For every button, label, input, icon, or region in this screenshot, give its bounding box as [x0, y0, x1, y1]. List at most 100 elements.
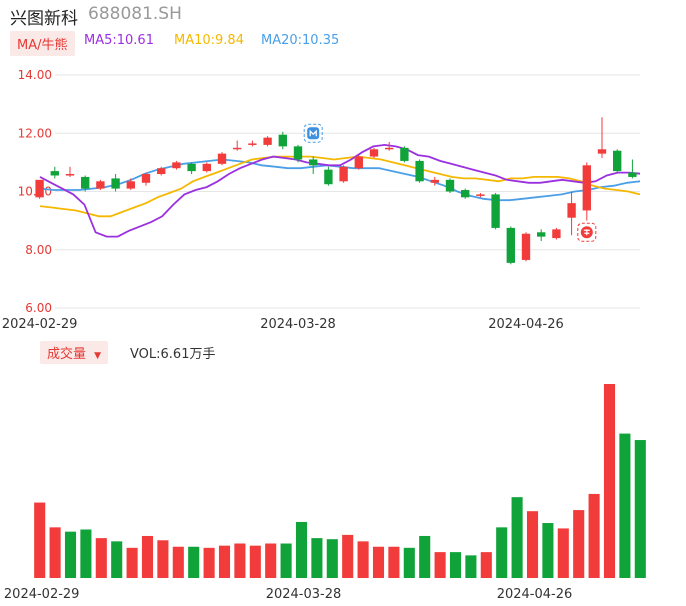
volume-bar — [603, 384, 616, 578]
candle-body — [278, 134, 287, 147]
candle-body — [369, 149, 379, 157]
candle-body — [35, 179, 44, 198]
ma5-line — [39, 143, 641, 238]
volume-bar — [388, 546, 400, 578]
candle-body — [491, 194, 500, 228]
candle-body — [81, 176, 90, 189]
candle-body — [415, 160, 424, 182]
candle-body — [537, 232, 546, 237]
bear-badge-icon — [577, 222, 597, 242]
candle-body — [385, 147, 394, 150]
candle-body — [506, 227, 515, 263]
candle-body — [461, 190, 470, 198]
volume-bar — [496, 527, 508, 578]
volume-bar — [619, 433, 631, 578]
candle-body — [111, 178, 120, 189]
volume-chart[interactable]: 2024-02-29 2024-03-28 2024-04-26 — [0, 360, 686, 606]
volume-bar — [126, 547, 138, 578]
candle-body — [521, 233, 531, 260]
volume-bar — [157, 540, 169, 578]
volume-bar — [372, 546, 385, 578]
volume-bar — [311, 538, 323, 578]
candle-body — [187, 163, 196, 172]
candle-body — [582, 165, 591, 211]
volume-bar — [280, 543, 292, 578]
candle-body — [628, 172, 637, 177]
volume-bar — [111, 541, 123, 578]
candle-body — [445, 179, 455, 192]
y-tick-label: 12.00 — [18, 126, 52, 140]
volume-tag-label: 成交量 — [47, 347, 87, 362]
volume-bar — [188, 546, 200, 578]
volume-bar — [234, 543, 246, 578]
volume-value: VOL:6.61万手 — [130, 347, 216, 362]
volume-bar — [265, 543, 277, 578]
volume-bar — [141, 535, 154, 578]
candle-body — [157, 168, 166, 175]
ma20-label: MA20:10.35 — [261, 33, 340, 48]
volume-bar — [557, 528, 569, 578]
ma10-line — [39, 155, 641, 218]
y-tick-label: 8.00 — [25, 243, 52, 257]
candle-body — [248, 143, 257, 145]
x-tick-label: 2024-04-26 — [497, 587, 573, 602]
candle-body — [309, 159, 318, 166]
candle-body — [202, 163, 211, 172]
stock-name: 兴图新科 — [10, 9, 78, 29]
x-tick-label: 2024-02-29 — [4, 587, 80, 602]
candle-body — [141, 174, 151, 183]
ma10-label: MA10:9.84 — [174, 33, 244, 48]
candle-body — [263, 137, 272, 145]
volume-bar — [249, 545, 261, 578]
volume-bar — [449, 552, 462, 578]
volume-bar — [203, 547, 215, 578]
volume-indicator-tag[interactable]: 成交量 ▼ — [40, 341, 109, 364]
dropdown-arrow-icon: ▼ — [94, 351, 102, 361]
volume-bar — [588, 493, 600, 578]
candle-body — [613, 150, 622, 172]
stock-code: 688081.SH — [88, 4, 182, 24]
candlestick-chart[interactable]: 14.00 12.00 10.00 8.00 6.00 2024-02-29 2024-03… — [0, 60, 686, 390]
volume-bar — [573, 510, 585, 578]
ma-indicator-tag[interactable]: MA/牛熊 — [10, 31, 75, 56]
candle-body — [172, 162, 181, 169]
y-tick-label: 6.00 — [25, 301, 52, 315]
volume-bar — [34, 502, 46, 578]
candle-body — [293, 146, 303, 160]
volume-bar — [526, 511, 539, 578]
bull-badge-icon — [303, 123, 323, 143]
x-tick-label: 2024-02-29 — [2, 317, 78, 332]
candle-body — [324, 169, 333, 185]
candle-body — [339, 166, 348, 182]
candle-body — [430, 179, 439, 183]
volume-bar — [342, 534, 354, 578]
volume-bar — [80, 529, 92, 578]
volume-bar — [465, 555, 477, 578]
candle-body — [233, 147, 242, 150]
volume-bar — [634, 440, 646, 578]
volume-bar — [542, 523, 554, 578]
x-tick-label: 2024-03-28 — [260, 317, 336, 332]
y-tick-label: 14.00 — [18, 68, 52, 82]
candle-body — [96, 181, 105, 189]
candle-body — [50, 171, 59, 176]
candle-body — [476, 194, 485, 196]
candle-body — [126, 181, 135, 189]
candle-body — [597, 149, 607, 154]
candle-body — [567, 203, 576, 218]
x-tick-label: 2024-03-28 — [266, 587, 342, 602]
y-tick-label: 10.00 — [18, 185, 52, 199]
volume-bar — [64, 531, 77, 578]
candle-body — [354, 156, 363, 169]
ma5-label: MA5:10.61 — [84, 33, 154, 48]
ma20-line — [39, 158, 641, 202]
volume-bar — [357, 541, 369, 578]
candle-body — [217, 153, 227, 164]
candle-body — [552, 229, 561, 239]
candle-body — [400, 147, 409, 161]
volume-bar — [480, 552, 492, 578]
volume-bar — [403, 547, 415, 578]
volume-bar — [511, 497, 523, 578]
volume-bar — [218, 545, 231, 578]
volume-bar — [295, 521, 308, 578]
